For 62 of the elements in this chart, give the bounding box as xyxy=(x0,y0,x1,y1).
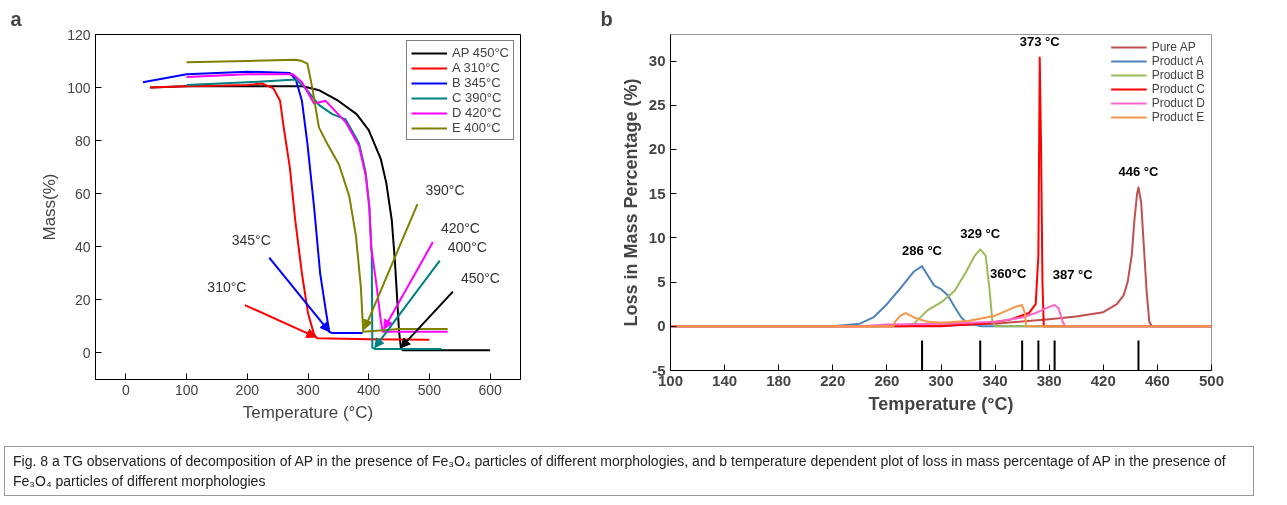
legend-label: Product C xyxy=(1151,82,1205,96)
y-tick-label: 10 xyxy=(648,228,666,246)
annotation: 420°C xyxy=(440,220,480,237)
y-tick-label: 5 xyxy=(657,273,666,291)
x-tick-label: 380 xyxy=(1036,371,1062,389)
annotation: 390°C xyxy=(425,182,465,199)
y-axis-title: Mass(%) xyxy=(40,173,60,241)
y-tick-label: 40 xyxy=(74,238,91,255)
y-tick-label: 120 xyxy=(67,26,91,43)
annotation: 286 °C xyxy=(902,243,943,259)
x-axis-title: Temperature (°C) xyxy=(868,393,1014,414)
x-tick-label: 220 xyxy=(820,371,846,389)
annotation: 310°C xyxy=(207,279,247,296)
x-tick-label: 140 xyxy=(712,371,738,389)
legend-label: D 420°C xyxy=(452,105,502,120)
legend-label: AP 450°C xyxy=(452,45,509,60)
y-tick-label: 0 xyxy=(82,344,91,361)
y-tick-label: 20 xyxy=(648,140,666,158)
annotation: 450°C xyxy=(460,269,500,286)
x-tick-label: 100 xyxy=(174,381,199,398)
legend-label: Product E xyxy=(1151,110,1205,124)
annotation: 360°C xyxy=(990,266,1027,282)
legend-label: C 390°C xyxy=(452,90,502,105)
legend-label: A 310°C xyxy=(452,60,500,75)
legend-label: E 400°C xyxy=(452,120,501,135)
annotation: 373 °C xyxy=(1019,34,1061,50)
x-tick-label: 180 xyxy=(766,371,792,389)
y-axis-title: Loss in Mass Percentage (%) xyxy=(620,78,641,327)
x-tick-label: 400 xyxy=(357,381,381,398)
x-tick-label: 600 xyxy=(478,381,503,398)
x-tick-label: 340 xyxy=(982,371,1008,389)
y-tick-label: 20 xyxy=(74,291,91,308)
legend-label: Pure AP xyxy=(1151,40,1196,54)
x-axis-title: Temperature (°C) xyxy=(242,402,374,422)
annotation: 400°C xyxy=(447,238,487,255)
y-tick-label: 60 xyxy=(74,185,91,202)
legend-label: Product D xyxy=(1151,96,1205,110)
annotation: 329 °C xyxy=(960,226,1001,242)
annotation: 387 °C xyxy=(1052,266,1094,282)
annotation: 345°C xyxy=(231,231,271,248)
x-tick-label: 500 xyxy=(417,381,442,398)
y-tick-label: 0 xyxy=(657,317,666,335)
y-tick-label: 25 xyxy=(648,96,666,114)
x-tick-label: 300 xyxy=(296,381,320,398)
y-tick-label: 80 xyxy=(74,132,91,149)
y-tick-label: 100 xyxy=(67,79,91,96)
legend-label: Product B xyxy=(1151,68,1205,82)
annotation: 446 °C xyxy=(1118,164,1160,180)
y-tick-label: 30 xyxy=(648,52,666,70)
chart-title: a xyxy=(10,7,23,30)
x-tick-label: 420 xyxy=(1090,371,1116,389)
x-tick-label: 200 xyxy=(235,381,260,398)
legend-label: B 345°C xyxy=(452,75,501,90)
y-tick-label: 15 xyxy=(648,184,666,202)
x-tick-label: 0 xyxy=(121,381,130,398)
x-tick-label: 300 xyxy=(928,371,954,389)
x-tick-label: 460 xyxy=(1144,371,1170,389)
legend-label: Product A xyxy=(1151,54,1204,68)
chart-title: b xyxy=(600,7,613,30)
x-tick-label: 500 xyxy=(1198,371,1225,389)
caption: Fig. 8 a TG observations of decomposition of AP in the presence of Fe₃O₄ particles of different morphologies, and b temperature dependent plot of loss in mass percentage of AP in the presence of Fe₃O₄ particles of different morphologies xyxy=(13,452,1227,491)
x-tick-label: 260 xyxy=(874,371,900,389)
